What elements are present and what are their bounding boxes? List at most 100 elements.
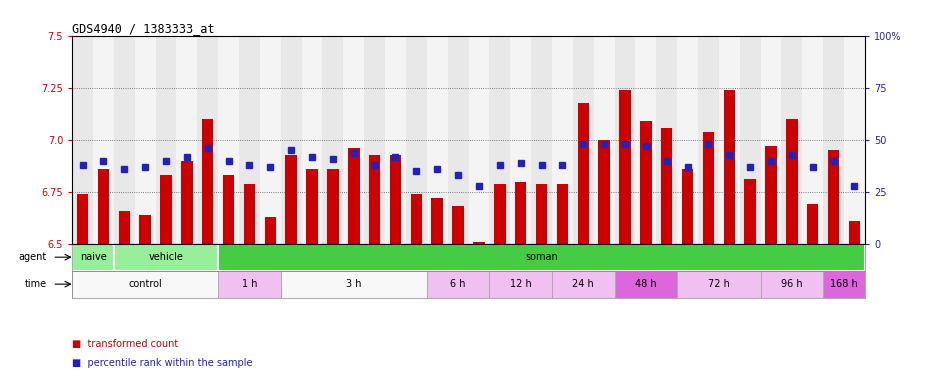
Bar <box>448 36 468 244</box>
Bar <box>823 36 844 244</box>
Bar <box>286 155 297 244</box>
Bar <box>823 271 865 298</box>
Text: control: control <box>129 279 162 289</box>
Bar <box>348 148 360 244</box>
Bar <box>765 146 777 244</box>
Bar <box>218 271 281 298</box>
Bar <box>577 103 589 244</box>
Bar <box>218 36 239 244</box>
Bar <box>177 36 197 244</box>
Bar <box>77 194 88 244</box>
Bar <box>614 271 677 298</box>
Bar <box>114 36 135 244</box>
Bar <box>281 271 426 298</box>
Bar <box>72 271 218 298</box>
Bar <box>760 36 782 244</box>
Bar <box>661 127 672 244</box>
Text: 12 h: 12 h <box>510 279 532 289</box>
Text: 3 h: 3 h <box>346 279 362 289</box>
Bar <box>682 169 694 244</box>
Text: ■  percentile rank within the sample: ■ percentile rank within the sample <box>72 358 253 368</box>
Bar <box>807 204 819 244</box>
Bar <box>389 155 401 244</box>
Text: soman: soman <box>525 252 558 262</box>
Bar <box>364 36 385 244</box>
Bar <box>426 36 448 244</box>
Bar <box>598 140 610 244</box>
Bar <box>140 215 151 244</box>
Bar <box>677 271 760 298</box>
Text: 6 h: 6 h <box>450 279 466 289</box>
Bar <box>474 242 485 244</box>
Bar <box>98 169 109 244</box>
Bar <box>635 36 656 244</box>
Bar <box>118 210 130 244</box>
Text: time: time <box>25 279 47 289</box>
Bar <box>72 244 114 271</box>
Bar <box>239 36 260 244</box>
Text: GDS4940 / 1383333_at: GDS4940 / 1383333_at <box>72 22 215 35</box>
Bar <box>343 36 364 244</box>
Text: ■  transformed count: ■ transformed count <box>72 339 179 349</box>
Text: 168 h: 168 h <box>830 279 857 289</box>
Bar <box>782 36 802 244</box>
Text: 96 h: 96 h <box>781 279 803 289</box>
Bar <box>745 179 756 244</box>
Bar <box>218 244 865 271</box>
Bar <box>740 36 760 244</box>
Bar <box>260 36 281 244</box>
Bar <box>849 221 860 244</box>
Bar <box>369 155 380 244</box>
Text: 24 h: 24 h <box>573 279 594 289</box>
Bar <box>552 36 573 244</box>
Bar <box>511 36 531 244</box>
Bar <box>723 90 735 244</box>
Bar <box>594 36 614 244</box>
Bar <box>411 194 422 244</box>
Bar <box>155 36 177 244</box>
Bar <box>431 198 443 244</box>
Bar <box>515 182 526 244</box>
Bar <box>281 36 302 244</box>
Bar <box>323 36 343 244</box>
Bar <box>243 184 255 244</box>
Bar <box>698 36 719 244</box>
Bar <box>536 184 548 244</box>
Text: naive: naive <box>80 252 106 262</box>
Bar <box>302 36 323 244</box>
Bar <box>614 36 635 244</box>
Bar <box>703 132 714 244</box>
Bar <box>677 36 698 244</box>
Bar <box>494 184 506 244</box>
Bar <box>406 36 426 244</box>
Bar <box>828 151 839 244</box>
Text: 72 h: 72 h <box>708 279 730 289</box>
Text: agent: agent <box>18 252 47 262</box>
Bar <box>114 244 218 271</box>
Text: vehicle: vehicle <box>149 252 183 262</box>
Bar <box>265 217 276 244</box>
Bar <box>573 36 594 244</box>
Bar <box>656 36 677 244</box>
Bar <box>557 184 568 244</box>
Bar <box>489 271 552 298</box>
Bar <box>72 36 93 244</box>
Bar <box>181 161 192 244</box>
Bar <box>223 175 234 244</box>
Text: 48 h: 48 h <box>635 279 657 289</box>
Bar <box>640 121 651 244</box>
Bar <box>489 36 511 244</box>
Bar <box>426 271 489 298</box>
Bar <box>197 36 218 244</box>
Bar <box>802 36 823 244</box>
Bar <box>385 36 406 244</box>
Bar <box>202 119 214 244</box>
Text: 1 h: 1 h <box>241 279 257 289</box>
Bar <box>552 271 614 298</box>
Bar <box>531 36 552 244</box>
Bar <box>760 271 823 298</box>
Bar <box>135 36 155 244</box>
Bar <box>468 36 489 244</box>
Bar <box>93 36 114 244</box>
Bar <box>327 169 339 244</box>
